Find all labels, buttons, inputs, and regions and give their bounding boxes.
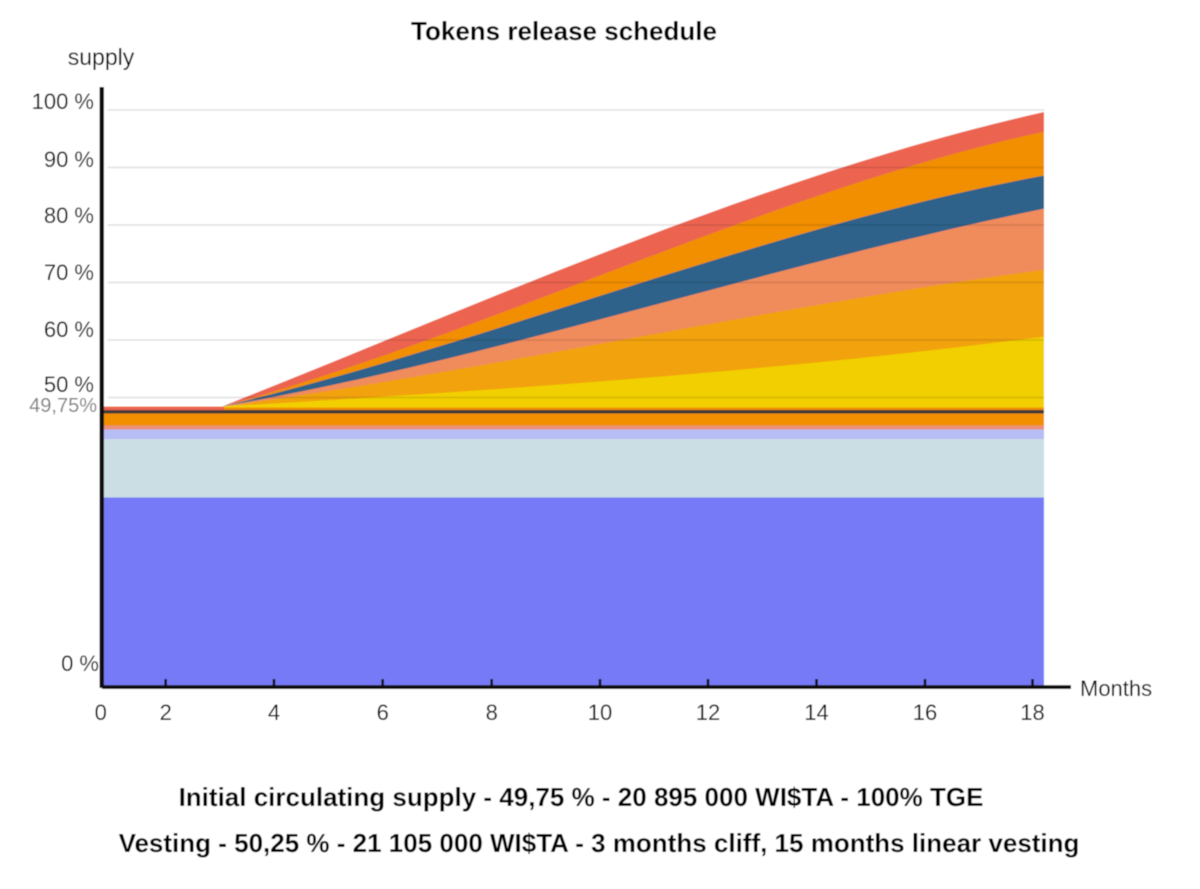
svg-text:50 %: 50 % xyxy=(44,372,94,397)
svg-text:Vesting - 50,25 % - 21 105 000: Vesting - 50,25 % - 21 105 000 WI$TA - 3… xyxy=(119,828,1080,858)
svg-text:0 %: 0 % xyxy=(61,651,99,676)
svg-text:100 %: 100 % xyxy=(32,89,94,114)
svg-text:12: 12 xyxy=(696,700,720,725)
svg-text:8: 8 xyxy=(486,700,498,725)
svg-text:60 %: 60 % xyxy=(44,317,94,342)
svg-text:14: 14 xyxy=(804,700,828,725)
svg-text:49,75%: 49,75% xyxy=(29,395,97,417)
svg-text:Initial circulating supply - 4: Initial circulating supply - 49,75 % - 2… xyxy=(179,782,984,812)
svg-text:Months: Months xyxy=(1080,676,1152,701)
svg-text:Tokens release schedule: Tokens release schedule xyxy=(411,16,717,46)
svg-text:6: 6 xyxy=(377,700,389,725)
svg-text:0: 0 xyxy=(95,700,107,725)
svg-text:80 %: 80 % xyxy=(44,203,94,228)
svg-text:90 %: 90 % xyxy=(44,147,94,172)
svg-text:16: 16 xyxy=(913,700,937,725)
svg-text:2: 2 xyxy=(160,700,172,725)
svg-text:supply: supply xyxy=(68,44,135,70)
svg-text:70 %: 70 % xyxy=(44,260,94,285)
svg-text:18: 18 xyxy=(1020,700,1044,725)
svg-text:4: 4 xyxy=(268,700,280,725)
svg-text:10: 10 xyxy=(588,700,612,725)
